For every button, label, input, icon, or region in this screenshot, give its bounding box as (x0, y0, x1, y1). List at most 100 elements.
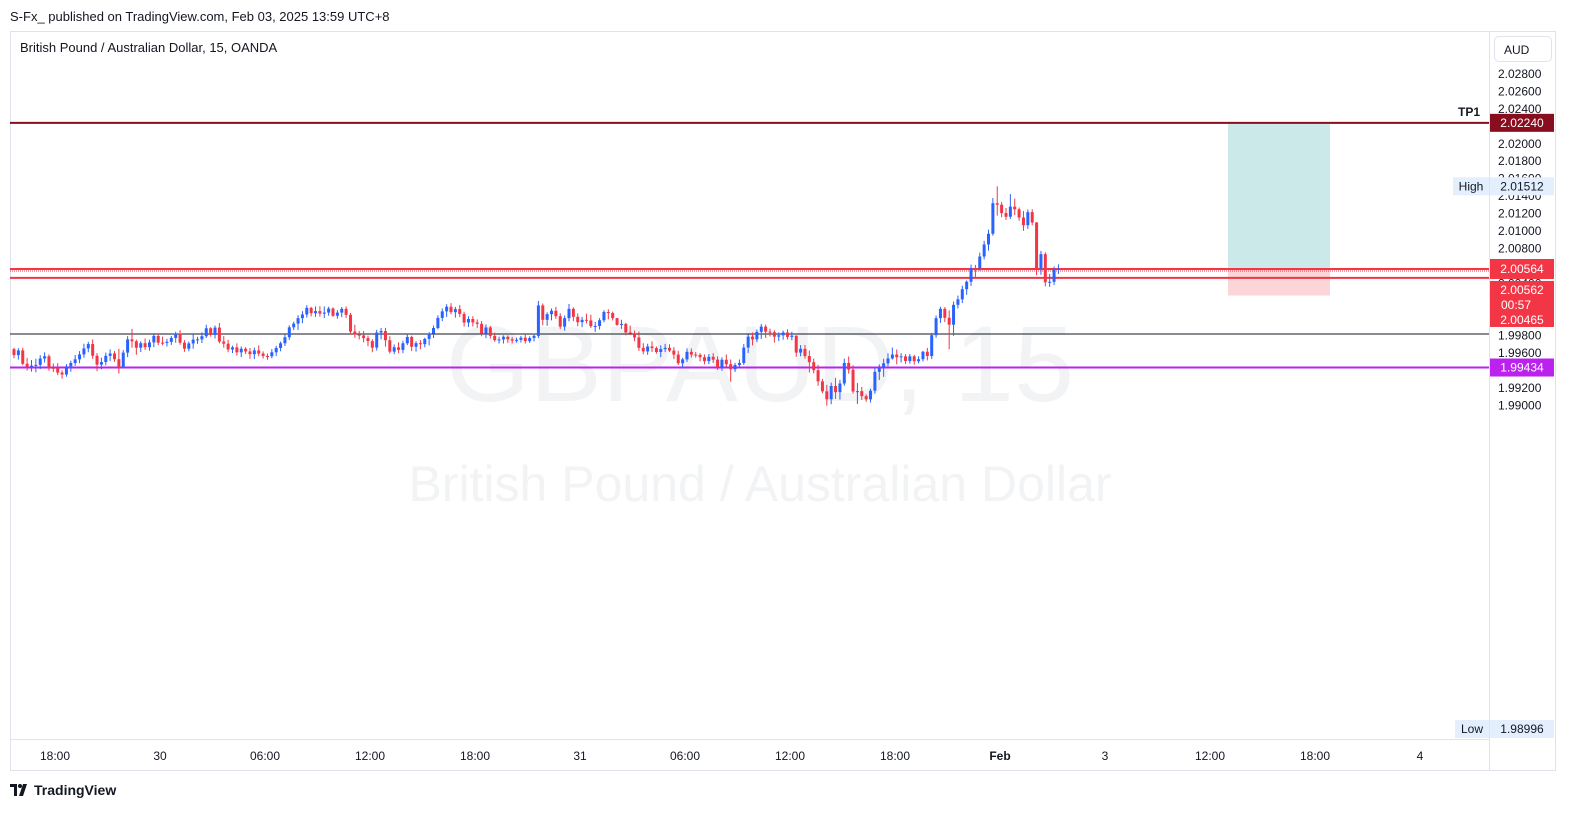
candle-body (803, 348, 807, 357)
candle (445, 304, 449, 317)
candle (855, 383, 859, 404)
candle (965, 280, 969, 295)
candle-body (746, 336, 750, 348)
candle (370, 339, 374, 353)
candle-body (934, 318, 938, 336)
candle-body (908, 356, 912, 361)
candle (646, 343, 650, 355)
candle-body (820, 381, 824, 392)
candle-body (340, 308, 344, 313)
candle (650, 341, 654, 352)
candle-body (484, 327, 488, 334)
candle (423, 337, 427, 348)
price-chart[interactable]: GBPAUD, 15 British Pound / Australian Do… (10, 31, 1490, 740)
candle-body (707, 356, 711, 362)
candle-body (213, 327, 217, 335)
candle-body (69, 362, 73, 367)
candle (78, 351, 82, 364)
candle-body (755, 331, 759, 340)
candle (641, 343, 645, 355)
candle (886, 353, 890, 367)
candle-body (217, 327, 221, 342)
candle (908, 353, 912, 364)
candle-body (1008, 206, 1012, 217)
candle-body (235, 347, 239, 353)
candle-body (938, 308, 942, 319)
candle (903, 354, 907, 364)
candle (187, 341, 191, 352)
publisher-text: S-Fx_ published on TradingView.com, Feb … (10, 9, 390, 24)
candle (113, 351, 117, 362)
candle (995, 186, 999, 216)
candle-body (471, 319, 475, 323)
candle (681, 357, 685, 369)
candle (637, 331, 641, 351)
candle-body (851, 369, 855, 392)
candle-body (855, 391, 859, 393)
candle (69, 360, 73, 372)
candle-body (1026, 212, 1030, 226)
candle (314, 306, 318, 317)
candle (353, 324, 357, 338)
candle (934, 315, 938, 338)
position-zones[interactable] (1228, 122, 1330, 296)
candle-body (886, 358, 890, 364)
candle-body (414, 343, 418, 347)
candle (755, 329, 759, 343)
candle-body (335, 312, 339, 316)
candle-body (43, 356, 47, 359)
candle (99, 357, 103, 370)
candle-body (969, 267, 973, 282)
candle (987, 229, 991, 251)
candle (91, 339, 95, 359)
candle (401, 340, 405, 354)
candle-body (991, 203, 995, 234)
candle-body (943, 308, 947, 318)
candle-body (668, 347, 671, 351)
candle-body (563, 318, 567, 327)
candle-body (917, 359, 921, 362)
candle-body (925, 351, 929, 357)
candle-body (956, 299, 960, 305)
candle-body (1030, 212, 1034, 223)
candle (576, 313, 580, 327)
currency-button[interactable]: AUD (1494, 36, 1552, 62)
candle-body (51, 367, 55, 369)
candle (602, 310, 606, 323)
candle (104, 352, 108, 366)
candle (960, 285, 964, 303)
candle-body (113, 353, 117, 360)
candle-body (812, 362, 816, 371)
candle (466, 316, 470, 327)
candle-body (257, 350, 261, 354)
candle (764, 324, 768, 339)
candle (21, 347, 25, 366)
candle (794, 335, 798, 357)
candle (222, 336, 226, 348)
candle (707, 353, 711, 365)
symbol-legend[interactable]: British Pound / Australian Dollar, 15, O… (20, 40, 278, 55)
candle-body (423, 338, 427, 345)
candle-body (838, 383, 842, 393)
candle-body (196, 339, 200, 341)
candle-body (121, 352, 125, 368)
plot-area[interactable]: GBPAUD, 15 British Pound / Australian Do… (10, 31, 1490, 740)
candle-body (576, 316, 580, 323)
candle (589, 314, 593, 329)
candle-body (589, 320, 593, 327)
candle-body (104, 355, 108, 363)
horizontal-lines[interactable] (10, 121, 1490, 369)
candle-body (558, 316, 562, 327)
candle (663, 343, 667, 353)
candle-body (239, 348, 243, 353)
candle (751, 332, 755, 346)
candle (611, 311, 615, 321)
candle-body (987, 233, 991, 245)
candle (453, 306, 457, 318)
candle-body (1000, 204, 1004, 214)
candle-body (899, 356, 903, 358)
candle-body (178, 333, 182, 343)
candle (790, 331, 794, 341)
candle-body (995, 203, 999, 205)
candle-body (1017, 209, 1021, 218)
